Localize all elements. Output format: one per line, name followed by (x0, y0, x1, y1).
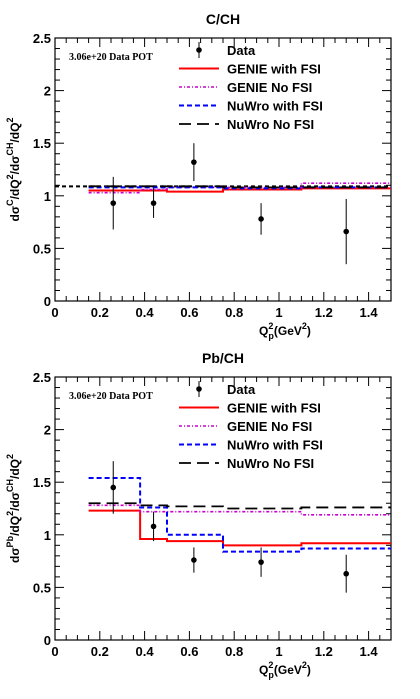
panel-1-legend-entry: GENIE with FSI (179, 62, 321, 77)
panel-2-data-point (191, 557, 197, 563)
panel-2-ytick-label: 2 (44, 423, 51, 438)
panel-1-legend-entry: NuWro with FSI (179, 99, 323, 114)
panel-1-ytick-label: 1.5 (33, 136, 51, 151)
panel-1-pot-annotation: 3.06e+20 Data POT (69, 52, 153, 63)
panel-1-legend-entry: GENIE No FSI (179, 80, 312, 95)
panel-2-pot-annotation: 3.06e+20 Data POT (69, 391, 153, 402)
panel-2-ytick-label: 1 (44, 528, 51, 543)
panel-2-data-point (110, 484, 117, 491)
panel-1-xlabel: Q2 p(GeV2) (259, 321, 311, 341)
panel-1-data-point (343, 228, 350, 235)
panel-1-ylabel: dσC/dQ2/dσCH/dQ2 (5, 118, 22, 222)
panel-2-title: Pb/CH (202, 350, 244, 366)
panel-1-xtick-label: 0.8 (225, 305, 243, 320)
panel-2-legend-label: GENIE with FSI (227, 401, 321, 416)
panel-1-ytick-label: 0 (44, 294, 51, 309)
panel-1-legend-label: Data (227, 43, 256, 58)
panel-2-legend-label: NuWro No FSI (227, 456, 314, 471)
panel-1-legend-label: GENIE No FSI (227, 80, 312, 95)
panel-2-xlabel: Q2 p(GeV2) (259, 660, 311, 680)
panel-1-ytick-label: 2 (44, 84, 51, 99)
panel-1-legend-label: NuWro No FSI (227, 117, 314, 132)
panel-2-ytick-label: 1.5 (33, 475, 51, 490)
panel-2-xtick-label: 0.4 (136, 644, 155, 659)
panel-1-legend-label: GENIE with FSI (227, 62, 321, 77)
panel-1-legend-entry: Data (196, 42, 256, 58)
panel-1: C/CH 0 0.2 0.4 0.6 0.8 1 1.2 1.4 0 0.5 1 1.5 2 2.5 Q2 p(… (5, 11, 392, 341)
panel-2-ytick-label: 0 (44, 633, 51, 648)
panel-2-data-point (150, 523, 157, 530)
panel-2-legend-marker (196, 386, 202, 392)
panel-2-xtick-label: 0 (51, 644, 58, 659)
panel-2-ytick-label: 2.5 (33, 370, 51, 385)
panel-2-data-point (343, 570, 350, 577)
panel-2-data-point (258, 559, 264, 565)
panel-2-series-nuwro-with-fsi (88, 476, 391, 553)
panel-2-legend-entry: Data (196, 381, 256, 397)
panel-1-data-point (110, 200, 117, 206)
panel-2-xtick-label: 0.6 (180, 644, 198, 659)
panel-1-data-point (191, 159, 197, 165)
panel-2-legend-entry: NuWro with FSI (179, 438, 323, 453)
panel-2-legend-label: NuWro with FSI (227, 438, 323, 453)
panel-1-xtick-label: 1.2 (315, 305, 333, 320)
panel-2-series-genie-with-fsi (88, 509, 391, 547)
panel-2-xtick-label: 1 (275, 644, 282, 659)
panel-2-ytick-label: 0.5 (33, 580, 51, 595)
panel-2-frame (54, 376, 392, 641)
panel-1-data-point (150, 200, 157, 206)
panel-2-xtick-label: 1.2 (315, 644, 333, 659)
panel-2-series-nuwro-no-fsi (88, 502, 391, 510)
panel-1-ytick-label: 2.5 (33, 31, 51, 46)
panel-2-series-genie-no-fsi (88, 504, 391, 516)
panel-1-legend-entry: NuWro No FSI (179, 117, 314, 132)
panel-1-xtick-label: 0 (51, 305, 58, 320)
panel-1-legend-label: NuWro with FSI (227, 99, 323, 114)
panel-1-data-point (258, 216, 264, 222)
panel-1-ytick-label: 1 (44, 189, 51, 204)
panel-2-legend-entry: GENIE with FSI (179, 401, 321, 416)
panel-2-legend-label: GENIE No FSI (227, 419, 312, 434)
panel-2-legend-entry: GENIE No FSI (179, 419, 312, 434)
panel-2-legend-entry: NuWro No FSI (179, 456, 314, 471)
panel-1-xtick-label: 1.4 (360, 305, 379, 320)
panel-1-xtick-label: 0.2 (91, 305, 109, 320)
panel-1-series-nuwro-no-fsi (88, 185, 391, 189)
panel-1-series-genie-with-fsi (88, 187, 391, 193)
panel-1-xtick-label: 1 (275, 305, 282, 320)
panel-2: Pb/CH 0 0.2 0.4 0.6 0.8 1 1.2 1.4 0 0.5 1 1.5 2 2.5 Q2 p… (5, 350, 392, 680)
panel-1-ytick-label: 0.5 (33, 241, 51, 256)
panel-2-xtick-label: 0.8 (225, 644, 243, 659)
panel-1-xtick-label: 0.6 (180, 305, 198, 320)
panel-2-xtick-label: 0.2 (91, 644, 109, 659)
panel-1-frame (54, 37, 392, 302)
panel-1-legend-marker (196, 47, 202, 53)
panel-1-series-nuwro-with-fsi (88, 186, 391, 190)
panel-2-xtick-label: 1.4 (360, 644, 379, 659)
panel-2-legend-label: Data (227, 382, 256, 397)
panel-1-xtick-label: 0.4 (136, 305, 155, 320)
panel-2-ylabel: dσPb/dQ2/dσCH/dQ2 (5, 454, 22, 563)
panel-1-title: C/CH (206, 11, 240, 27)
